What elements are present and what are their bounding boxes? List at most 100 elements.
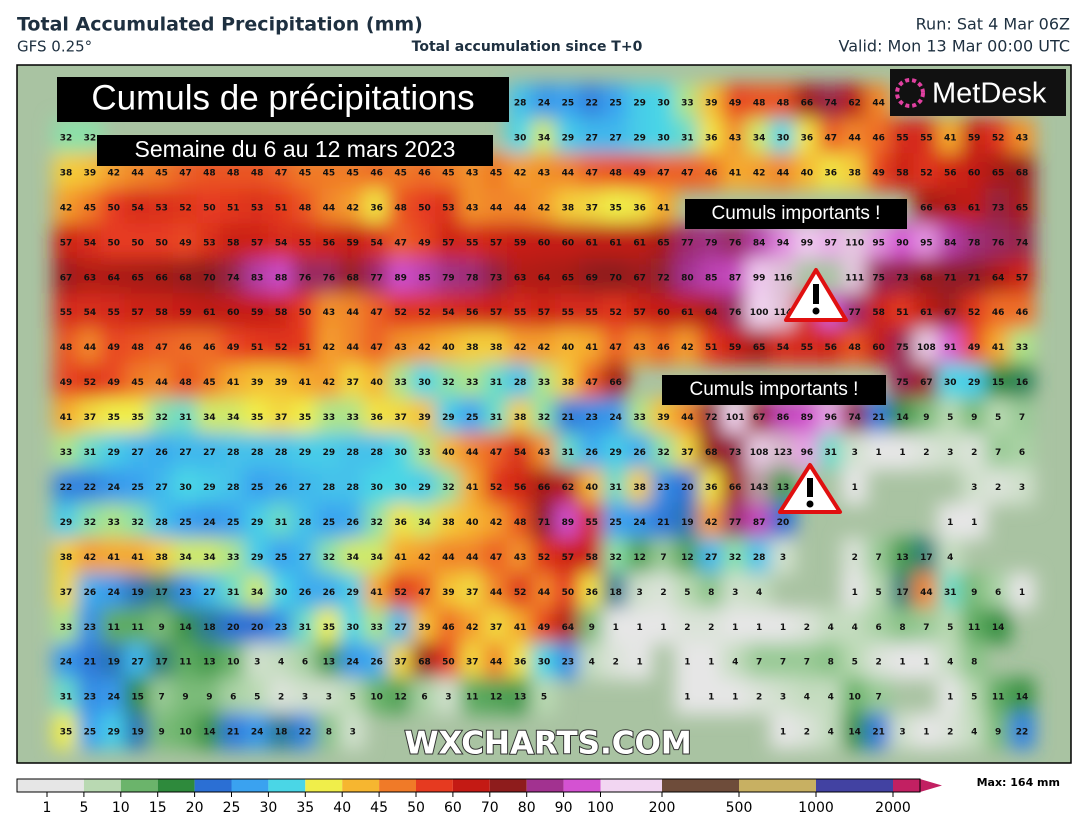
precip-cell xyxy=(244,607,271,645)
precip-cell xyxy=(626,642,653,680)
cell-value: 30 xyxy=(514,133,527,143)
cell-value: 29 xyxy=(251,518,264,528)
precip-cell xyxy=(650,153,677,191)
precip-cell xyxy=(339,398,366,436)
cell-value: 30 xyxy=(657,133,670,143)
precip-cell xyxy=(292,537,318,575)
precip-cell xyxy=(531,328,557,366)
precip-cell xyxy=(339,223,366,261)
precip-cell xyxy=(961,258,988,296)
cell-value: 3 xyxy=(947,448,953,458)
precip-cell xyxy=(1009,363,1035,401)
precip-cell xyxy=(722,328,749,366)
cell-value: 94 xyxy=(777,238,790,248)
precip-cell xyxy=(100,572,127,610)
cell-value: 44 xyxy=(490,203,503,213)
precip-cell xyxy=(937,118,964,156)
cell-value: 29 xyxy=(418,483,431,493)
precip-cell xyxy=(674,223,701,261)
precip-cell xyxy=(722,502,749,540)
precip-cell xyxy=(722,293,749,331)
cell-value: 13 xyxy=(777,483,790,493)
cell-value: 25 xyxy=(251,483,264,493)
precip-cell xyxy=(674,83,701,121)
cell-value: 65 xyxy=(753,343,766,353)
precip-cell xyxy=(770,712,796,750)
cell-value: 27 xyxy=(586,133,599,143)
precip-cell xyxy=(315,502,342,540)
precip-cell xyxy=(1009,328,1035,366)
precip-cell xyxy=(578,398,605,436)
cell-value: 44 xyxy=(347,308,360,318)
cell-value: 2 xyxy=(756,693,762,703)
cell-value: 49 xyxy=(968,343,981,353)
precip-cell xyxy=(220,433,247,470)
cell-value: 66 xyxy=(729,483,742,493)
colorbar-segment xyxy=(83,779,121,792)
colorbar-segment xyxy=(489,779,527,792)
cell-value: 15 xyxy=(131,693,144,703)
cell-value: 57 xyxy=(490,308,503,318)
cell-value: 2 xyxy=(804,623,810,633)
precip-cell xyxy=(220,328,247,366)
precip-cell xyxy=(1009,712,1035,750)
cell-value: 2 xyxy=(875,658,881,668)
cell-value: 49 xyxy=(227,343,240,353)
precip-cell xyxy=(339,467,366,505)
precip-cell xyxy=(865,223,892,261)
precip-cell xyxy=(817,223,844,261)
precip-cell xyxy=(387,258,414,296)
precip-cell xyxy=(244,467,271,505)
cell-value: 39 xyxy=(657,413,670,423)
precip-cell xyxy=(817,118,844,156)
cell-value: 6 xyxy=(421,693,427,703)
cell-value: 18 xyxy=(275,728,288,738)
cell-value: 29 xyxy=(323,448,336,458)
cell-value: 42 xyxy=(490,518,503,528)
precip-cell xyxy=(937,677,964,715)
precip-cell xyxy=(292,677,318,715)
cell-value: 53 xyxy=(251,203,264,213)
cell-value: 14 xyxy=(179,623,192,633)
cell-value: 48 xyxy=(777,99,790,109)
precip-cell xyxy=(650,328,677,366)
max-label: Max: 164 mm xyxy=(977,776,1060,789)
precip-cell xyxy=(124,537,151,575)
precip-cell xyxy=(746,642,773,680)
precip-cell xyxy=(1009,433,1035,470)
cell-value: 42 xyxy=(108,168,121,178)
precip-cell xyxy=(626,398,653,436)
cell-value: 42 xyxy=(323,378,336,388)
cell-value: 32 xyxy=(538,413,551,423)
precip-cell xyxy=(841,607,868,645)
precip-cell xyxy=(746,572,773,610)
heading: Cumuls de précipitations xyxy=(91,78,474,117)
cell-value: 56 xyxy=(944,168,957,178)
cell-value: 42 xyxy=(753,168,766,178)
precip-cell xyxy=(746,153,773,191)
precip-cell xyxy=(865,83,892,121)
precip-cell xyxy=(985,223,1012,261)
precip-cell xyxy=(387,433,414,470)
cell-value: 56 xyxy=(514,483,527,493)
precip-cell xyxy=(339,677,366,715)
precip-cell xyxy=(746,118,773,156)
cell-value: 48 xyxy=(251,168,264,178)
precip-cell xyxy=(889,433,916,470)
precip-cell xyxy=(650,188,677,226)
cell-value: 46 xyxy=(1016,308,1029,318)
precip-cell xyxy=(172,607,199,645)
cell-value: 24 xyxy=(609,413,622,423)
cell-value: 33 xyxy=(418,448,431,458)
cell-value: 48 xyxy=(203,168,216,178)
cell-value: 43 xyxy=(1016,133,1029,143)
precip-cell xyxy=(602,467,629,505)
cell-value: 1 xyxy=(636,623,642,633)
cell-value: 36 xyxy=(825,168,838,178)
precip-cell xyxy=(961,188,988,226)
cell-value: 24 xyxy=(108,693,121,703)
precip-cell xyxy=(746,677,773,715)
precip-cell xyxy=(172,433,199,470)
colorbar-segment xyxy=(526,779,564,792)
precip-cell xyxy=(698,328,725,366)
